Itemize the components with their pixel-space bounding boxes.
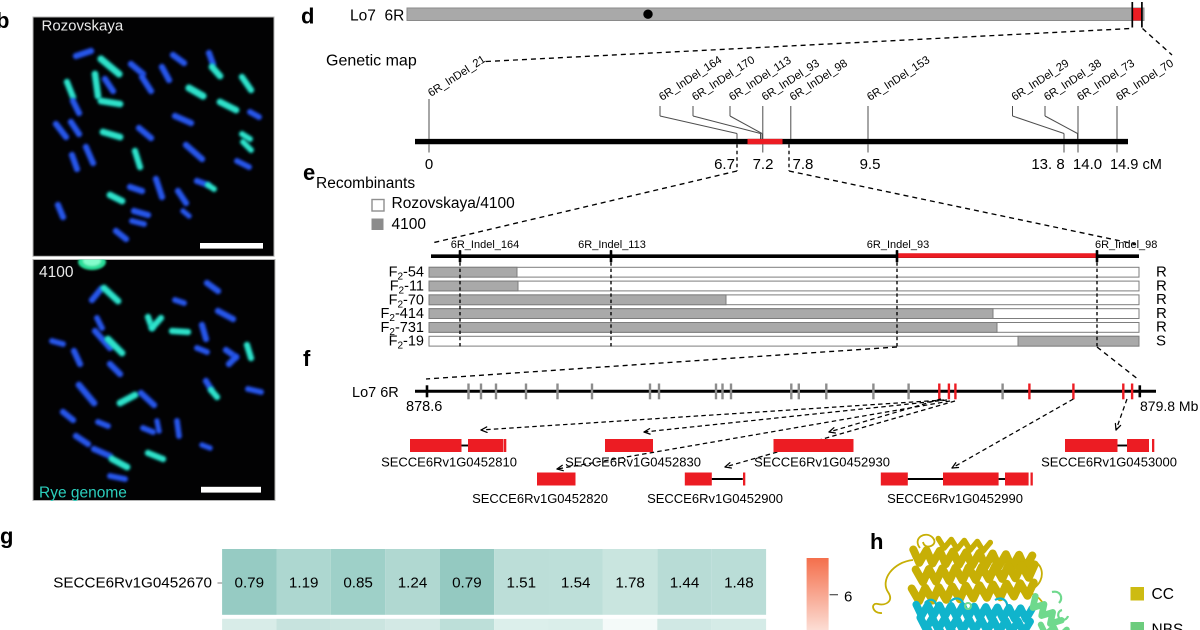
svg-text:S: S xyxy=(1156,333,1166,350)
svg-text:CC: CC xyxy=(1152,586,1174,603)
svg-text:R: R xyxy=(1156,319,1167,336)
svg-text:6R_Indel_93: 6R_Indel_93 xyxy=(867,239,929,251)
svg-text:Recombinants: Recombinants xyxy=(316,175,415,192)
svg-text:879.8 Mb: 879.8 Mb xyxy=(1140,398,1199,414)
svg-text:Lo7 6R: Lo7 6R xyxy=(352,385,399,401)
svg-text:R: R xyxy=(1156,305,1167,322)
svg-text:6R_Indel_113: 6R_Indel_113 xyxy=(578,239,646,251)
svg-text:4100: 4100 xyxy=(39,264,74,281)
svg-text:SECCE6Rv1G0453000: SECCE6Rv1G0453000 xyxy=(1041,455,1177,470)
svg-text:1.78: 1.78 xyxy=(615,575,645,592)
svg-text:SECCE6Rv1G0452820: SECCE6Rv1G0452820 xyxy=(472,491,608,506)
svg-text:Lo7 6R: Lo7 6R xyxy=(350,8,404,25)
svg-text:R: R xyxy=(1156,277,1167,294)
svg-text:1.51: 1.51 xyxy=(507,575,537,592)
svg-text:Rozovskaya: Rozovskaya xyxy=(42,18,124,35)
svg-text:1.24: 1.24 xyxy=(398,575,428,592)
svg-text:SECCE6Rv1G0452810: SECCE6Rv1G0452810 xyxy=(381,455,517,470)
svg-text:0: 0 xyxy=(425,156,433,173)
svg-text:1.48: 1.48 xyxy=(724,575,754,592)
svg-text:6: 6 xyxy=(844,589,852,606)
svg-text:F2-54: F2-54 xyxy=(389,265,424,283)
svg-text:6R_Indel_164: 6R_Indel_164 xyxy=(451,239,520,251)
svg-text:878.6: 878.6 xyxy=(406,399,442,415)
svg-text:NBS: NBS xyxy=(1152,622,1184,630)
svg-text:d: d xyxy=(301,3,314,28)
svg-text:Genetic map: Genetic map xyxy=(326,53,417,70)
svg-text:F2-19: F2-19 xyxy=(389,334,424,352)
svg-text:6R_InDel_21: 6R_InDel_21 xyxy=(426,54,488,100)
svg-text:4100: 4100 xyxy=(392,216,427,233)
svg-text:F2-11: F2-11 xyxy=(390,279,424,297)
svg-text:7.8: 7.8 xyxy=(793,156,814,173)
svg-text:1.19: 1.19 xyxy=(289,575,319,592)
svg-text:14.9 cM: 14.9 cM xyxy=(1110,157,1162,173)
svg-text:R: R xyxy=(1156,291,1167,308)
svg-text:7.2: 7.2 xyxy=(753,156,774,173)
svg-text:6R_Indel_98: 6R_Indel_98 xyxy=(1095,239,1157,251)
svg-text:0.85: 0.85 xyxy=(343,575,373,592)
svg-text:9.5: 9.5 xyxy=(860,156,881,173)
svg-text:e: e xyxy=(303,160,315,185)
svg-text:F2-70: F2-70 xyxy=(389,292,424,310)
svg-text:g: g xyxy=(0,524,13,549)
svg-text:SECCE6Rv1G0452900: SECCE6Rv1G0452900 xyxy=(647,491,783,506)
svg-text:h: h xyxy=(870,529,883,554)
svg-text:13. 8: 13. 8 xyxy=(1031,156,1064,173)
svg-text:f: f xyxy=(303,346,311,371)
svg-text:Rye genome: Rye genome xyxy=(39,485,127,502)
svg-text:6.7: 6.7 xyxy=(714,156,735,173)
svg-text:0.79: 0.79 xyxy=(452,575,482,592)
svg-text:SECCE6Rv1G0452830: SECCE6Rv1G0452830 xyxy=(565,455,701,470)
svg-text:0.79: 0.79 xyxy=(235,575,265,592)
svg-text:b: b xyxy=(0,8,9,33)
svg-text:1.54: 1.54 xyxy=(561,575,591,592)
svg-text:R: R xyxy=(1156,264,1167,281)
svg-text:14.0: 14.0 xyxy=(1073,156,1102,173)
svg-text:Rozovskaya/4100: Rozovskaya/4100 xyxy=(392,195,516,212)
svg-text:1.44: 1.44 xyxy=(670,575,700,592)
svg-text:SECCE6Rv1G0452670: SECCE6Rv1G0452670 xyxy=(53,575,212,592)
svg-text:6R_InDel_153: 6R_InDel_153 xyxy=(865,54,932,103)
svg-text:SECCE6Rv1G0452930: SECCE6Rv1G0452930 xyxy=(754,455,890,470)
svg-text:SECCE6Rv1G0452990: SECCE6Rv1G0452990 xyxy=(887,491,1023,506)
